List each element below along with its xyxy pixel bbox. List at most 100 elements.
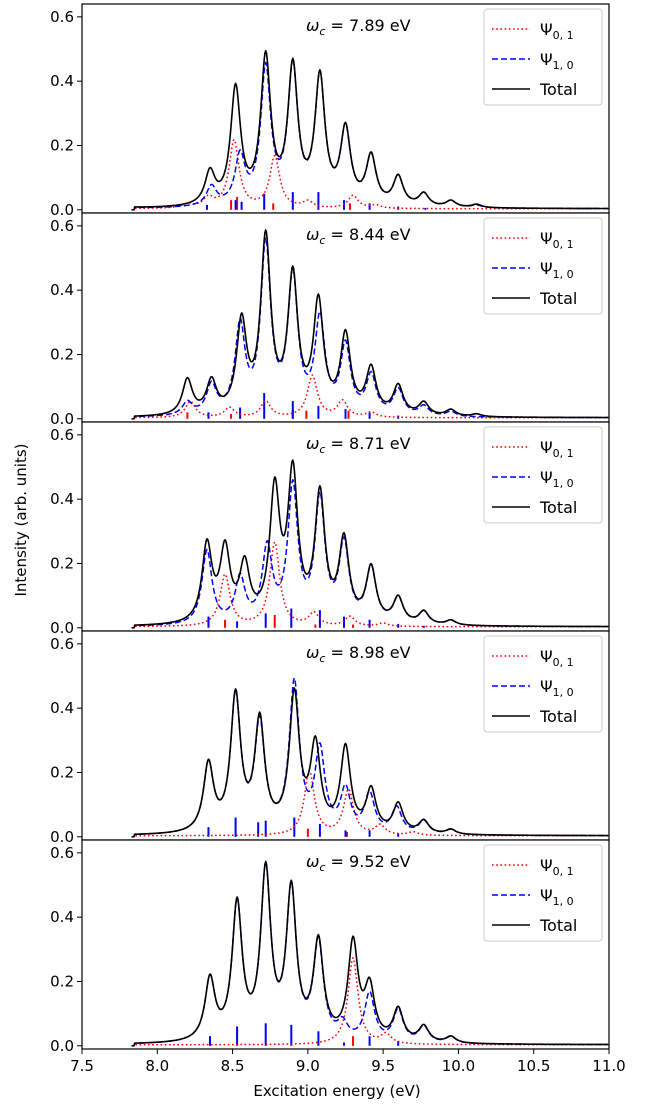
x-tick-label: 9.0 <box>296 1057 320 1075</box>
legend-label: Total <box>539 80 577 99</box>
legend-label-main: Ψ <box>540 886 553 905</box>
legend-label: Total <box>539 289 577 308</box>
omega-value: = 8.44 eV <box>325 225 410 244</box>
legend-label: Total <box>539 498 577 517</box>
series-line-Total <box>131 459 609 629</box>
axes-frame <box>81 839 610 1050</box>
legend-label-sub: 0, 1 <box>553 238 574 251</box>
series-line-Total <box>131 860 609 1047</box>
omega-annotation: ωc = 8.44 eV <box>306 225 411 247</box>
legend-box <box>483 8 603 106</box>
y-tick-label: 0.4 <box>50 281 74 299</box>
omega-value: = 7.89 eV <box>325 16 410 35</box>
legend-label-sub: 1, 0 <box>553 895 574 908</box>
legend-box <box>483 844 603 942</box>
omega-annotation: ωc = 8.98 eV <box>306 643 411 665</box>
omega-value: = 8.71 eV <box>325 434 410 453</box>
legend-label: Total <box>539 916 577 935</box>
series-line-Total <box>131 687 609 838</box>
y-tick-label: 0.4 <box>50 72 74 90</box>
y-tick-label: 0.6 <box>50 426 74 444</box>
y-tick-label: 0.2 <box>50 972 74 990</box>
y-tick-label: 0.6 <box>50 217 74 235</box>
legend-label-main: Ψ <box>540 229 553 248</box>
legend-label: Ψ1, 0 <box>540 259 574 281</box>
omega-subscript: c <box>319 443 325 456</box>
x-tick-label: 8.0 <box>145 1057 169 1075</box>
y-tick-label: 0.0 <box>50 828 74 846</box>
legend-label: Ψ1, 0 <box>540 468 574 490</box>
y-axis-label: Intensity (arb. units) <box>12 443 30 596</box>
y-tick-label: 0.2 <box>50 554 74 572</box>
x-axis-label: Excitation energy (eV) <box>253 1082 420 1100</box>
omega-annotation: ωc = 8.71 eV <box>306 434 411 456</box>
legend-label-main: Ψ <box>540 468 553 487</box>
y-tick-label: 0.0 <box>50 410 74 428</box>
legend-label-main: Ψ <box>540 856 553 875</box>
legend-label-main: Ψ <box>540 50 553 69</box>
legend-label-sub: 0, 1 <box>553 447 574 460</box>
y-tick-label: 0.2 <box>50 136 74 154</box>
legend-label-sub: 1, 0 <box>553 59 574 72</box>
legend-label-main: Total <box>539 707 577 726</box>
y-tick-label: 0.0 <box>50 619 74 637</box>
legend-label-sub: 0, 1 <box>553 865 574 878</box>
omega-subscript: c <box>319 234 325 247</box>
y-tick-label: 0.4 <box>50 490 74 508</box>
x-tick-label: 10.0 <box>442 1057 475 1075</box>
omega-subscript: c <box>319 652 325 665</box>
legend-label-main: Ψ <box>540 438 553 457</box>
legend-label-main: Ψ <box>540 647 553 666</box>
legend-label: Ψ1, 0 <box>540 886 574 908</box>
y-tick-label: 0.0 <box>50 1037 74 1055</box>
y-tick-label: 0.4 <box>50 699 74 717</box>
series-line-Total <box>131 49 609 211</box>
y-tick-label: 0.6 <box>50 635 74 653</box>
legend-label-main: Total <box>539 916 577 935</box>
y-tick-label: 0.2 <box>50 345 74 363</box>
series-line-10 <box>131 478 609 629</box>
omega-annotation: ωc = 9.52 eV <box>306 852 411 874</box>
legend-box <box>483 426 603 524</box>
omega-symbol: ω <box>306 852 319 871</box>
panels-group: 0.00.20.40.6 ωc = 7.89 eV Ψ0, 1Ψ1, 0Total0… <box>50 3 626 1075</box>
legend-label-sub: 1, 0 <box>553 686 574 699</box>
legend-label: Total <box>539 707 577 726</box>
legend-label-sub: 1, 0 <box>553 268 574 281</box>
y-tick-label: 0.0 <box>50 201 74 219</box>
legend-label-main: Ψ <box>540 259 553 278</box>
legend-label: Ψ0, 1 <box>540 647 574 669</box>
x-tick-label: 8.5 <box>221 1057 245 1075</box>
legend-box <box>483 217 603 315</box>
x-tick-label: 11.0 <box>592 1057 625 1075</box>
y-tick-label: 0.6 <box>50 8 74 26</box>
legend-label: Ψ1, 0 <box>540 50 574 72</box>
legend-label: Ψ0, 1 <box>540 20 574 42</box>
series-line-10 <box>131 58 609 211</box>
omega-symbol: ω <box>306 643 319 662</box>
panel-5: 0.0 0.2 0.4 0.6 7.5 8.0 8.5 9.0 9.5 10.0 10.5 11.0 ω… <box>50 839 626 1075</box>
legend-label-main: Ψ <box>540 20 553 39</box>
legend-label-sub: 0, 1 <box>553 656 574 669</box>
legend-label-main: Ψ <box>540 677 553 696</box>
legend-label: Ψ1, 0 <box>540 677 574 699</box>
y-tick-label: 0.2 <box>50 763 74 781</box>
legend-label-sub: 1, 0 <box>553 477 574 490</box>
legend-box <box>483 635 603 733</box>
omega-symbol: ω <box>306 225 319 244</box>
series-line-01 <box>131 769 609 838</box>
x-tick-label: 10.5 <box>517 1057 550 1075</box>
omega-value: = 9.52 eV <box>325 852 410 871</box>
y-tick-label: 0.4 <box>50 908 74 926</box>
legend-label-sub: 0, 1 <box>553 29 574 42</box>
omega-symbol: ω <box>306 434 319 453</box>
omega-subscript: c <box>319 861 325 874</box>
